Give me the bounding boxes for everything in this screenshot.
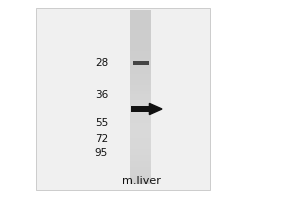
Bar xyxy=(130,106,152,109)
Text: m.liver: m.liver xyxy=(122,176,160,186)
Bar xyxy=(130,51,152,53)
Bar xyxy=(130,30,152,33)
Bar xyxy=(130,161,152,164)
Bar xyxy=(133,61,149,65)
Polygon shape xyxy=(149,103,162,115)
Bar xyxy=(130,10,152,13)
Bar xyxy=(130,181,152,184)
Bar xyxy=(130,91,152,94)
Bar xyxy=(130,175,152,178)
Bar xyxy=(130,42,152,45)
Bar xyxy=(130,97,152,100)
Text: 95: 95 xyxy=(95,148,108,158)
Bar xyxy=(130,178,152,181)
Bar xyxy=(130,158,152,161)
Bar xyxy=(130,114,152,117)
Text: 28: 28 xyxy=(95,58,108,68)
Bar xyxy=(130,117,152,120)
Bar xyxy=(130,68,152,71)
Bar xyxy=(130,22,152,24)
Bar xyxy=(130,80,152,82)
Bar xyxy=(130,146,152,149)
Bar xyxy=(130,19,152,22)
Bar xyxy=(130,54,152,56)
Bar xyxy=(130,138,152,140)
Bar xyxy=(130,65,152,68)
Bar xyxy=(130,167,152,170)
Bar xyxy=(130,172,152,175)
Bar xyxy=(130,56,152,59)
Bar xyxy=(130,135,152,138)
Bar xyxy=(130,77,152,80)
Bar xyxy=(130,13,152,16)
Bar xyxy=(130,24,152,27)
Bar xyxy=(130,143,152,146)
Text: 72: 72 xyxy=(95,134,108,144)
Bar xyxy=(130,88,152,91)
Bar xyxy=(130,152,152,155)
Bar xyxy=(130,155,152,158)
Bar xyxy=(130,85,152,88)
Bar xyxy=(130,83,152,85)
Bar xyxy=(130,27,152,30)
Bar xyxy=(130,59,152,62)
Bar xyxy=(130,33,152,36)
Bar xyxy=(130,140,152,143)
Bar xyxy=(130,120,152,123)
Bar xyxy=(36,8,210,190)
Bar xyxy=(130,169,152,172)
Bar xyxy=(130,164,152,167)
Bar xyxy=(130,62,152,65)
Bar xyxy=(130,103,152,106)
Bar xyxy=(130,39,152,42)
Bar xyxy=(130,100,152,103)
Bar xyxy=(130,45,152,48)
Text: 36: 36 xyxy=(95,90,108,100)
Bar xyxy=(130,16,152,19)
Bar xyxy=(130,149,152,152)
Text: 55: 55 xyxy=(95,118,108,128)
Bar xyxy=(130,129,152,132)
Bar xyxy=(131,106,151,112)
Bar xyxy=(130,74,152,77)
Bar xyxy=(130,123,152,126)
Bar xyxy=(130,94,152,97)
Bar xyxy=(130,132,152,135)
Bar xyxy=(130,36,152,39)
Bar xyxy=(130,109,152,112)
Bar xyxy=(130,48,152,51)
Bar xyxy=(130,126,152,129)
Bar xyxy=(130,111,152,114)
Bar xyxy=(130,71,152,74)
